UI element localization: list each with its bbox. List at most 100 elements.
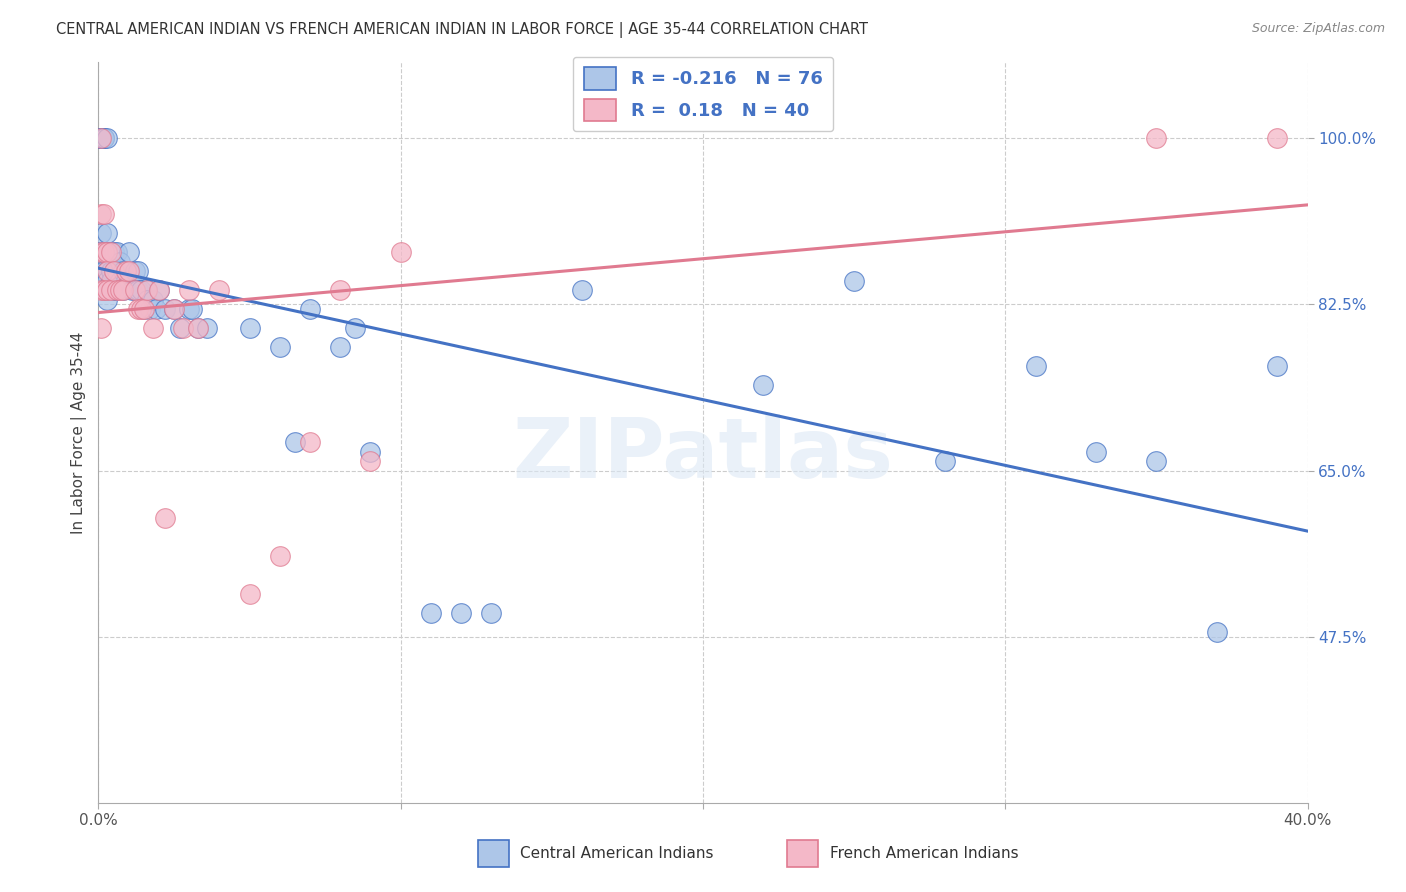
Point bbox=[284, 435, 307, 450]
Point bbox=[1206, 624, 1229, 639]
Point bbox=[105, 283, 128, 297]
Point bbox=[103, 245, 125, 260]
Point bbox=[90, 227, 112, 241]
Point bbox=[93, 245, 115, 260]
Point bbox=[127, 302, 149, 317]
Point bbox=[93, 207, 115, 221]
Point bbox=[239, 587, 262, 601]
Point bbox=[118, 264, 141, 278]
Point bbox=[103, 264, 125, 278]
Point bbox=[100, 274, 122, 288]
Point bbox=[96, 283, 118, 297]
Point bbox=[100, 264, 122, 278]
Point bbox=[96, 274, 118, 288]
Point bbox=[105, 245, 128, 260]
Point bbox=[129, 283, 152, 297]
Point bbox=[93, 274, 115, 288]
Point bbox=[90, 131, 112, 145]
Point bbox=[571, 283, 593, 297]
Text: CENTRAL AMERICAN INDIAN VS FRENCH AMERICAN INDIAN IN LABOR FORCE | AGE 35-44 COR: CENTRAL AMERICAN INDIAN VS FRENCH AMERIC… bbox=[56, 22, 869, 38]
Point bbox=[93, 245, 115, 260]
Point bbox=[1267, 131, 1289, 145]
Point bbox=[96, 131, 118, 145]
Point bbox=[129, 302, 152, 317]
Point bbox=[90, 131, 112, 145]
Point bbox=[114, 274, 136, 288]
Text: Central American Indians: Central American Indians bbox=[520, 847, 714, 861]
Point bbox=[1144, 454, 1167, 468]
Point bbox=[148, 283, 170, 297]
Y-axis label: In Labor Force | Age 35-44: In Labor Force | Age 35-44 bbox=[72, 332, 87, 533]
Point bbox=[187, 321, 209, 335]
Point bbox=[195, 321, 218, 335]
Point bbox=[96, 283, 118, 297]
Point bbox=[127, 283, 149, 297]
Point bbox=[934, 454, 956, 468]
Point bbox=[179, 302, 201, 317]
Point bbox=[90, 245, 112, 260]
Point bbox=[90, 131, 112, 145]
Point bbox=[90, 131, 112, 145]
Point bbox=[96, 245, 118, 260]
Text: ZIPatlas: ZIPatlas bbox=[513, 414, 893, 495]
Point bbox=[90, 131, 112, 145]
Point bbox=[127, 264, 149, 278]
Point bbox=[111, 283, 134, 297]
Point bbox=[139, 302, 162, 317]
Point bbox=[103, 283, 125, 297]
Point bbox=[481, 606, 503, 620]
Point bbox=[172, 321, 194, 335]
Point bbox=[450, 606, 472, 620]
Point bbox=[105, 264, 128, 278]
Point bbox=[90, 207, 112, 221]
Point bbox=[93, 264, 115, 278]
Text: French American Indians: French American Indians bbox=[830, 847, 1018, 861]
Point bbox=[420, 606, 443, 620]
Point bbox=[1144, 131, 1167, 145]
Point bbox=[269, 340, 291, 354]
Point bbox=[111, 264, 134, 278]
Point bbox=[752, 378, 775, 392]
Point bbox=[105, 283, 128, 297]
Point bbox=[187, 321, 209, 335]
Point bbox=[114, 264, 136, 278]
Point bbox=[90, 321, 112, 335]
Point bbox=[1085, 444, 1108, 458]
Point bbox=[96, 293, 118, 307]
Point bbox=[344, 321, 367, 335]
Point bbox=[329, 283, 352, 297]
Point bbox=[135, 283, 157, 297]
Point bbox=[90, 264, 112, 278]
Point bbox=[329, 340, 352, 354]
Point bbox=[108, 254, 131, 268]
Point bbox=[124, 283, 146, 297]
Point bbox=[145, 302, 167, 317]
Point bbox=[153, 511, 176, 525]
Point bbox=[360, 454, 382, 468]
Point bbox=[100, 245, 122, 260]
Point bbox=[118, 274, 141, 288]
Point bbox=[100, 245, 122, 260]
Point bbox=[181, 302, 204, 317]
Point bbox=[108, 274, 131, 288]
Point bbox=[93, 131, 115, 145]
Point bbox=[118, 245, 141, 260]
Point bbox=[96, 245, 118, 260]
Point bbox=[389, 245, 412, 260]
Text: Source: ZipAtlas.com: Source: ZipAtlas.com bbox=[1251, 22, 1385, 36]
Point bbox=[96, 227, 118, 241]
Point bbox=[135, 293, 157, 307]
Point bbox=[208, 283, 231, 297]
Point bbox=[169, 321, 191, 335]
Point bbox=[163, 302, 186, 317]
Point bbox=[124, 264, 146, 278]
Point bbox=[142, 321, 165, 335]
Point bbox=[1267, 359, 1289, 374]
Point bbox=[299, 435, 322, 450]
Point bbox=[96, 264, 118, 278]
Point bbox=[124, 283, 146, 297]
Point bbox=[132, 302, 155, 317]
Point bbox=[111, 283, 134, 297]
Point bbox=[100, 283, 122, 297]
Point bbox=[121, 283, 143, 297]
